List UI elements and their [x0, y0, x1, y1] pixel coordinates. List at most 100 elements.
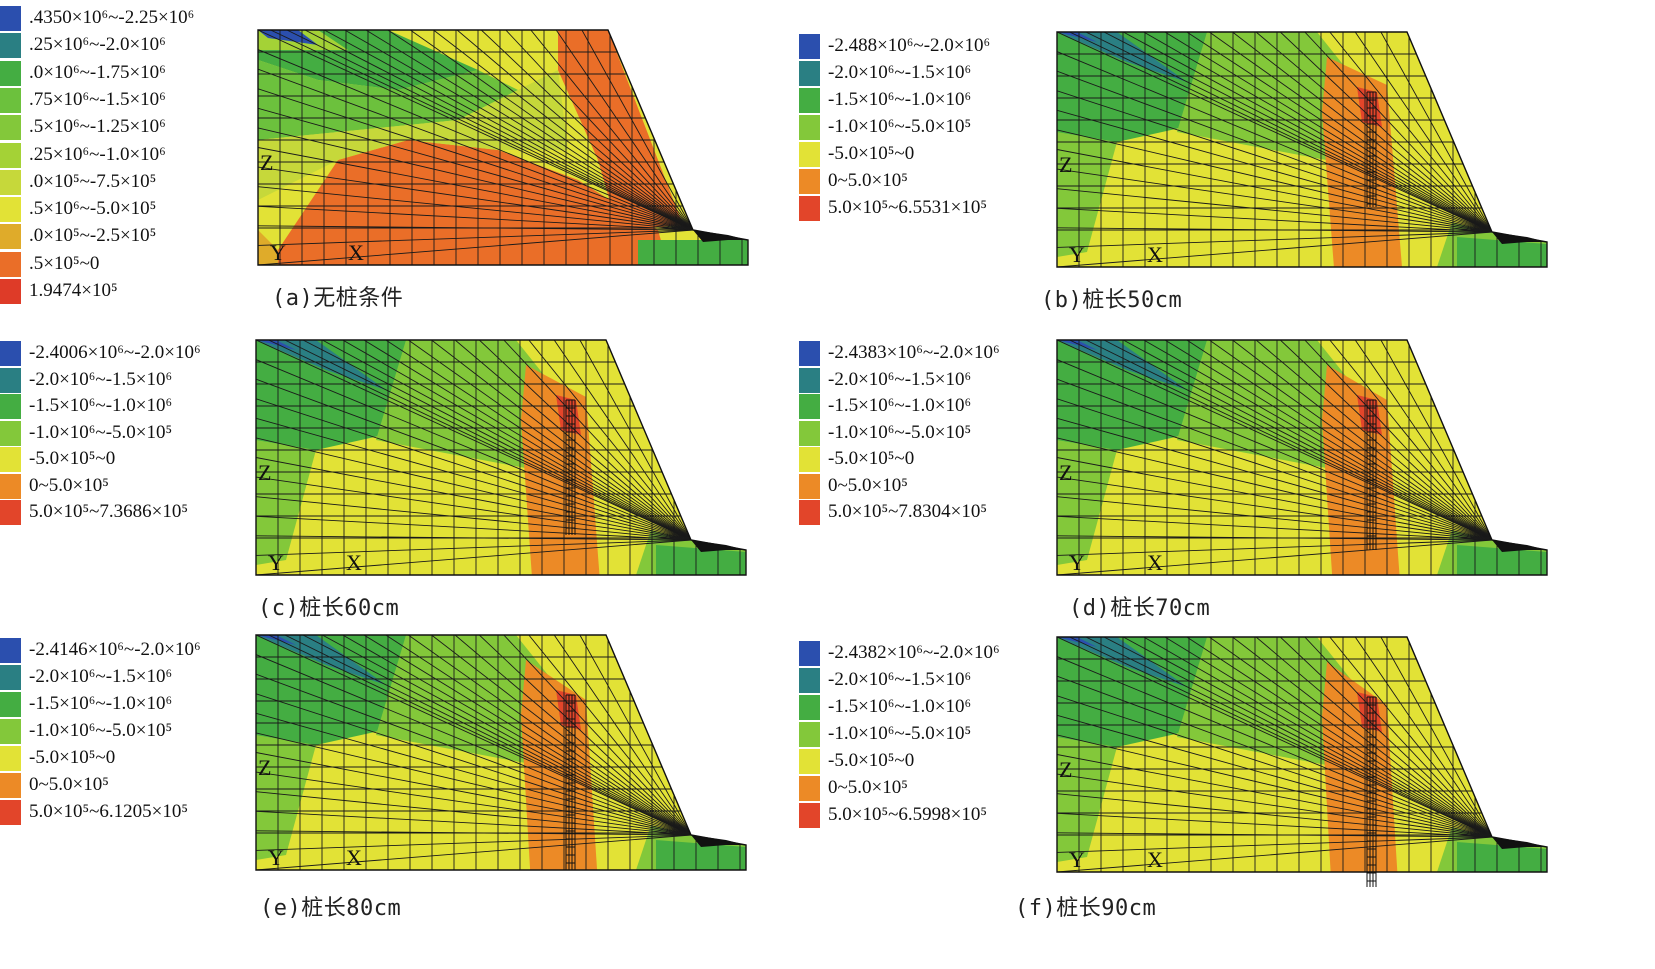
legend-label: -1.0×10⁶~-5.0×10⁵	[828, 421, 972, 443]
panel-caption: (c)桩长60cm	[258, 596, 400, 621]
axis-x-label: X	[346, 550, 362, 575]
legend-label: .0×10⁵~-7.5×10⁵	[29, 170, 157, 192]
legend-label: -1.5×10⁶~-1.0×10⁶	[828, 696, 972, 717]
legend-swatch	[799, 641, 820, 666]
legend-swatch	[799, 196, 820, 221]
legend-swatch	[0, 341, 21, 366]
legend-swatch	[0, 638, 21, 663]
legend-swatch	[0, 447, 21, 472]
legend-swatch	[0, 115, 21, 141]
legend-label: 0~5.0×10⁵	[29, 474, 109, 496]
legend-label: -2.0×10⁶~-1.5×10⁶	[828, 368, 972, 390]
axis-y-label: Y	[1069, 550, 1085, 575]
legend-label: -1.5×10⁶~-1.0×10⁶	[29, 395, 173, 416]
legend-swatch	[0, 746, 21, 771]
axis-x-label: X	[1147, 847, 1163, 872]
legend-swatch	[799, 394, 820, 419]
legend-swatch	[0, 279, 21, 304]
stress-zone	[656, 840, 746, 870]
slope-model: Z Y X	[1056, 636, 1548, 887]
legend-label: 5.0×10⁵~6.1205×10⁵	[29, 801, 188, 822]
legend-label: -2.4382×10⁶~-2.0×10⁶	[828, 642, 1000, 663]
axis-x-label: X	[1147, 550, 1163, 575]
stress-zone	[1057, 340, 1097, 350]
legend-swatch	[0, 800, 21, 825]
legend-swatch	[0, 500, 21, 525]
legend-swatch	[0, 692, 21, 717]
stress-zone	[1457, 545, 1547, 575]
legend-label: .0×10⁶~-1.75×10⁶	[29, 61, 166, 83]
legend-swatch	[0, 6, 21, 31]
legend-swatch	[799, 695, 820, 720]
stress-zone	[1057, 440, 1117, 565]
legend-swatch	[799, 61, 820, 86]
legend-swatch	[0, 394, 21, 419]
legend-label: 0~5.0×10⁵	[828, 474, 908, 496]
panel-caption: (e)桩长80cm	[260, 896, 402, 921]
legend-label: .5×10⁶~-1.25×10⁶	[29, 116, 166, 138]
legend-swatch	[799, 668, 820, 693]
legend-label: -2.0×10⁶~-1.5×10⁶	[828, 669, 972, 690]
legend-label: .0×10⁵~-2.5×10⁵	[29, 225, 157, 247]
stress-zone	[1322, 57, 1402, 267]
stress-zone	[1057, 737, 1117, 862]
legend-swatch	[0, 224, 21, 250]
legend-swatch	[799, 169, 820, 194]
pile	[565, 399, 576, 535]
legend-label: 0~5.0×10⁵	[828, 777, 908, 798]
legend-label: 5.0×10⁵~7.3686×10⁵	[29, 501, 188, 522]
stress-zone	[258, 70, 568, 200]
legend-label: -5.0×10⁵~0	[29, 747, 116, 768]
stress-zone	[1457, 237, 1547, 267]
axis-z-label: Z	[258, 460, 271, 485]
legend-label: 0~5.0×10⁵	[29, 774, 109, 795]
legend-label: -2.488×10⁶~-2.0×10⁶	[828, 35, 991, 56]
legend-swatch	[799, 722, 820, 747]
stress-zone	[256, 340, 296, 350]
legend-label: -1.0×10⁶~-5.0×10⁵	[29, 720, 173, 741]
legend-label: 0~5.0×10⁵	[828, 170, 908, 191]
stress-zone	[558, 30, 683, 230]
axis-z-label: Z	[1059, 460, 1072, 485]
slope-model: Z Y X	[257, 29, 749, 266]
legend-swatch	[0, 773, 21, 798]
legend-label: -5.0×10⁵~0	[828, 750, 915, 771]
legend-label: .25×10⁶~-1.0×10⁶	[29, 143, 166, 165]
legend-label: .5×10⁶~-5.0×10⁵	[29, 198, 157, 220]
legend-label: -2.0×10⁶~-1.5×10⁶	[29, 368, 173, 390]
slope-model: Z Y X	[1056, 31, 1548, 268]
legend-label: -2.4006×10⁶~-2.0×10⁶	[29, 342, 201, 363]
legend-swatch	[0, 197, 21, 223]
stress-zone	[1057, 637, 1097, 647]
legend-label: -5.0×10⁵~0	[828, 143, 915, 164]
axis-z-label: Z	[1059, 757, 1072, 782]
legend-label: -1.0×10⁶~-5.0×10⁵	[29, 421, 173, 443]
legend-swatch	[0, 169, 21, 195]
legend-swatch	[799, 88, 820, 113]
legend-swatch	[0, 719, 21, 744]
stress-zone	[256, 440, 316, 565]
legend-label: -2.0×10⁶~-1.5×10⁶	[29, 666, 173, 687]
stress-zone	[638, 240, 748, 265]
stress-zone	[258, 30, 318, 45]
slope-model: Z Y X	[255, 634, 747, 871]
legend-swatch	[799, 776, 820, 801]
legend-swatch	[0, 87, 21, 113]
legend-label: -5.0×10⁵~0	[29, 448, 116, 469]
stress-zone	[256, 635, 296, 645]
legend-label: -1.0×10⁶~-5.0×10⁵	[828, 116, 972, 137]
legend-swatch	[799, 115, 820, 140]
legend-swatch	[799, 341, 820, 366]
pile	[1366, 696, 1377, 887]
legend-label: -2.0×10⁶~-1.5×10⁶	[828, 62, 972, 83]
axis-y-label: Y	[1069, 242, 1085, 267]
legend-label: -1.5×10⁶~-1.0×10⁶	[29, 693, 173, 714]
axis-z-label: Z	[1059, 152, 1072, 177]
slope-model: Z Y X	[1056, 339, 1548, 576]
legend-label: 5.0×10⁵~6.5998×10⁵	[828, 804, 987, 825]
legend-label: 1.9474×10⁵	[29, 280, 118, 301]
legend-swatch	[799, 473, 820, 499]
axis-y-label: Y	[270, 240, 286, 265]
axis-y-label: Y	[1069, 847, 1085, 872]
legend-swatch	[0, 420, 21, 446]
